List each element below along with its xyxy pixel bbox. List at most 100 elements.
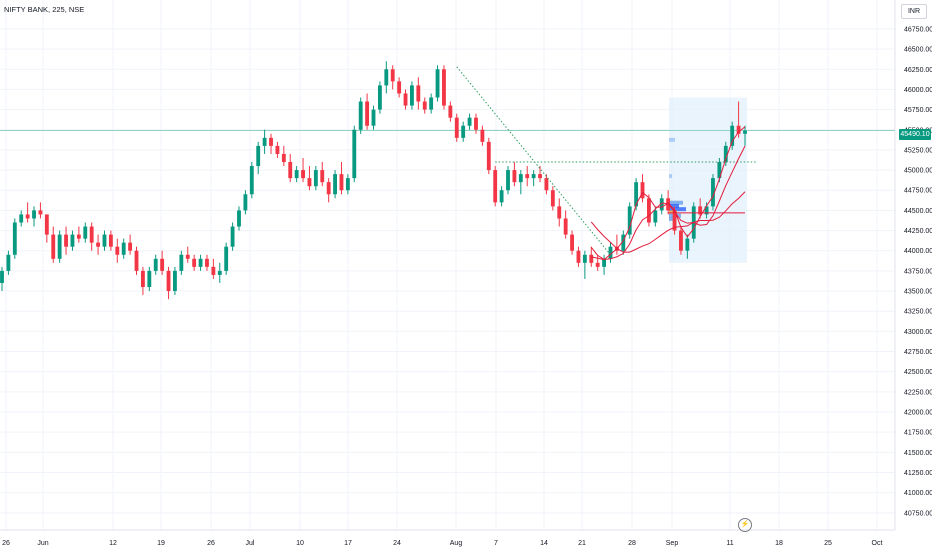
candle-body bbox=[230, 226, 235, 247]
y-tick-label: 43000.00 bbox=[904, 329, 932, 336]
candle-body bbox=[249, 166, 254, 195]
y-tick-label: 40750.00 bbox=[904, 510, 932, 517]
candle-body bbox=[634, 182, 639, 207]
y-tick-label: 45000.00 bbox=[904, 168, 932, 175]
candle-body bbox=[659, 198, 664, 211]
candle-body bbox=[275, 145, 280, 154]
y-tick-label: 42750.00 bbox=[904, 349, 932, 356]
volume-profile-bar bbox=[669, 216, 675, 221]
x-tick-label: 25 bbox=[824, 540, 832, 547]
candle-body bbox=[256, 145, 261, 167]
candle-body bbox=[454, 117, 459, 138]
candle-body bbox=[108, 234, 113, 247]
x-tick-label: 11 bbox=[726, 540, 733, 547]
y-tick-label: 44000.00 bbox=[904, 248, 932, 255]
candle-body bbox=[294, 170, 299, 179]
moving-average-line bbox=[591, 126, 746, 261]
candle-body bbox=[627, 206, 632, 235]
candle-body bbox=[25, 214, 30, 219]
candle-body bbox=[672, 210, 677, 231]
y-tick-label: 44250.00 bbox=[904, 228, 932, 235]
x-tick-label: 28 bbox=[628, 540, 636, 547]
y-tick-label: 45750.00 bbox=[904, 107, 932, 114]
candle-body bbox=[647, 198, 651, 223]
x-tick-label: 19 bbox=[157, 540, 165, 547]
candle-body bbox=[64, 234, 68, 247]
symbol-title: NIFTY BANK, 225, NSE bbox=[4, 5, 85, 14]
x-tick-label: Oct bbox=[872, 540, 883, 547]
candle-body bbox=[0, 270, 4, 283]
candle-body bbox=[371, 109, 376, 126]
candle-body bbox=[730, 125, 735, 146]
y-tick-label: 42250.00 bbox=[904, 389, 932, 396]
y-tick-label: 46750.00 bbox=[904, 26, 932, 33]
candle-body bbox=[435, 69, 440, 98]
candle-body bbox=[448, 105, 453, 118]
candle-body bbox=[608, 246, 613, 259]
candle-body bbox=[333, 174, 337, 195]
candle-body bbox=[19, 214, 24, 223]
candle-body bbox=[602, 258, 607, 267]
candle-body bbox=[550, 190, 555, 207]
candle-body bbox=[563, 218, 568, 235]
candle-body bbox=[698, 206, 703, 215]
candle-body bbox=[576, 250, 581, 263]
x-tick-label: 7 bbox=[494, 540, 498, 547]
candle-body bbox=[269, 137, 273, 146]
candle-body bbox=[166, 270, 171, 292]
candle-body bbox=[307, 178, 312, 187]
y-tick-label: 42000.00 bbox=[904, 410, 932, 417]
candle-body bbox=[134, 250, 139, 271]
candle-body bbox=[352, 129, 357, 179]
candle-body bbox=[723, 145, 728, 163]
candle-body bbox=[589, 254, 594, 263]
x-tick-label: Aug bbox=[450, 540, 463, 547]
candle-body bbox=[339, 174, 344, 191]
lightning-icon[interactable]: ⚡ bbox=[738, 518, 752, 532]
candle-body bbox=[217, 270, 222, 275]
candle-body bbox=[6, 254, 11, 271]
x-tick-label: Jun bbox=[37, 540, 48, 547]
candle-body bbox=[237, 210, 241, 227]
candle-body bbox=[461, 125, 466, 138]
y-tick-label: 42500.00 bbox=[904, 369, 932, 376]
candle-body bbox=[736, 125, 741, 134]
candle-body bbox=[518, 174, 523, 183]
candle-body bbox=[160, 258, 165, 271]
volume-profile-bar bbox=[669, 207, 686, 212]
x-tick-label: 24 bbox=[393, 540, 401, 547]
candle-body bbox=[153, 258, 158, 271]
candle-body bbox=[76, 234, 81, 239]
candle-body bbox=[704, 206, 709, 215]
candle-body bbox=[198, 258, 203, 267]
candle-body bbox=[429, 97, 434, 110]
candle-body bbox=[403, 93, 408, 106]
candle-body bbox=[102, 234, 107, 247]
x-tick-label: Sep bbox=[666, 540, 679, 547]
candle-body bbox=[743, 130, 747, 134]
candle-body bbox=[281, 153, 286, 163]
candle-body bbox=[128, 242, 133, 251]
candle-body bbox=[57, 234, 62, 259]
candle-body bbox=[480, 129, 485, 142]
candle-body bbox=[499, 190, 504, 203]
candle-body bbox=[711, 178, 715, 207]
candle-body bbox=[416, 85, 421, 102]
candle-body bbox=[365, 101, 370, 126]
volume-profile-bar bbox=[669, 137, 675, 142]
candle-body bbox=[224, 246, 229, 271]
candle-body bbox=[115, 246, 120, 255]
volume-profile-bar bbox=[669, 174, 672, 179]
candle-body bbox=[358, 101, 363, 130]
candle-body bbox=[70, 234, 75, 247]
candle-body bbox=[679, 230, 683, 251]
candle-body bbox=[512, 170, 517, 183]
candle-body bbox=[570, 234, 574, 251]
currency-button[interactable]: INR bbox=[901, 4, 927, 19]
candle-body bbox=[243, 194, 248, 211]
candle-body bbox=[51, 234, 56, 259]
candle-body bbox=[582, 254, 587, 263]
candle-body bbox=[557, 206, 562, 219]
candle-body bbox=[493, 170, 498, 203]
